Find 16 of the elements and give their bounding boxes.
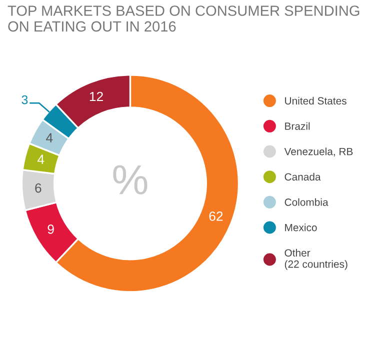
- data-label: 4: [38, 154, 44, 164]
- data-label: 3: [22, 95, 28, 104]
- data-label: 12: [90, 92, 103, 102]
- legend-label: Mexico: [285, 224, 317, 232]
- legend-label: United States: [285, 96, 346, 105]
- legend-label: Colombia: [284, 198, 328, 206]
- legend-label: Venezuela, RB: [284, 148, 353, 156]
- text: %: [113, 165, 148, 194]
- legend-label: Canada: [284, 172, 321, 181]
- data-label: 9: [48, 224, 54, 234]
- data-label: 4: [46, 133, 53, 142]
- chart-title: TOP MARKETS BASED ON CONSUMER SPENDING ON EATING OUT IN 2016: [8, 6, 360, 32]
- legend-label: Brazil: [285, 122, 310, 130]
- data-label: 6: [35, 183, 42, 193]
- legend-label: Other (22 countries): [284, 248, 348, 270]
- data-label: 62: [209, 212, 223, 221]
